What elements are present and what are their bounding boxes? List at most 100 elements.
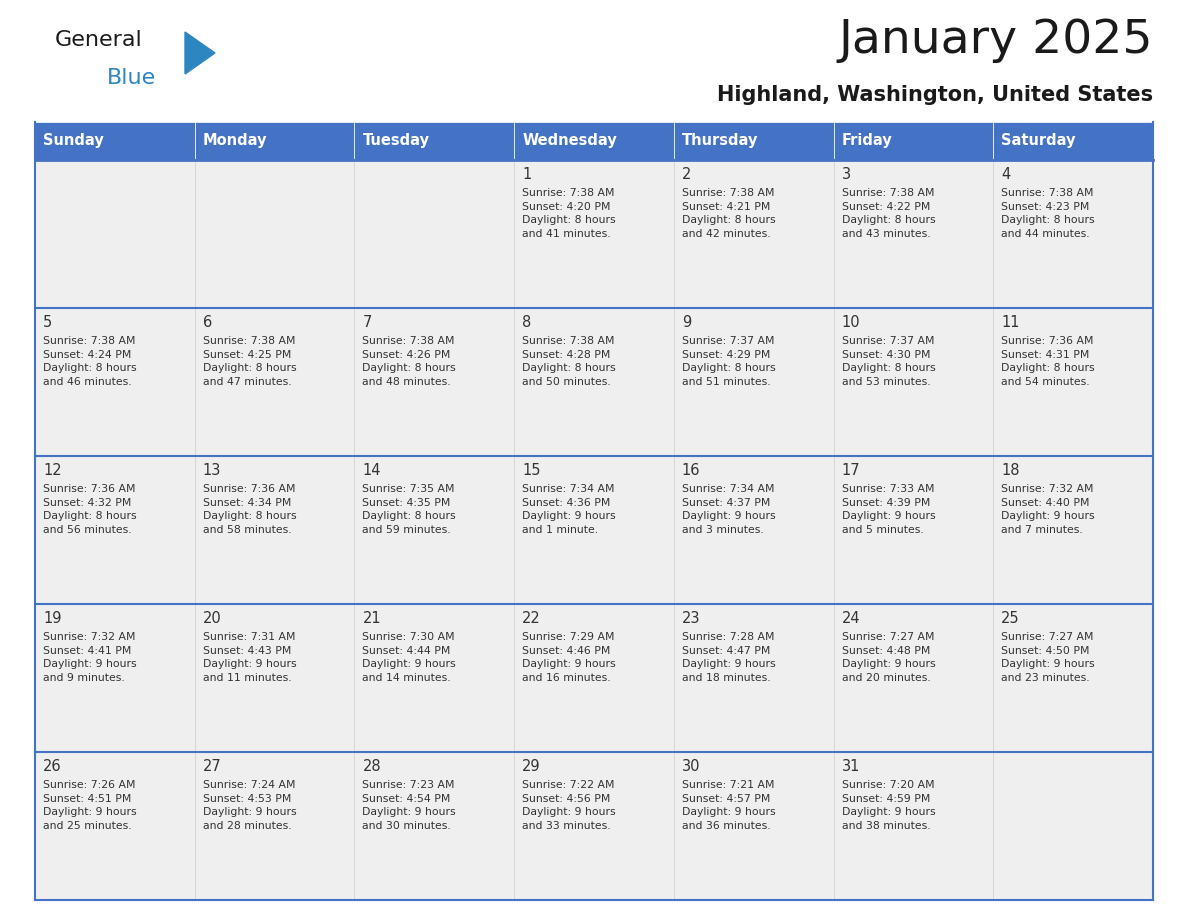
Text: 3: 3 bbox=[841, 167, 851, 182]
Bar bbox=[34, 604, 195, 752]
Bar bbox=[834, 752, 993, 900]
Text: Sunrise: 7:38 AM
Sunset: 4:23 PM
Daylight: 8 hours
and 44 minutes.: Sunrise: 7:38 AM Sunset: 4:23 PM Dayligh… bbox=[1001, 188, 1095, 239]
Text: 15: 15 bbox=[523, 463, 541, 478]
Text: 23: 23 bbox=[682, 611, 701, 626]
Text: Sunrise: 7:38 AM
Sunset: 4:22 PM
Daylight: 8 hours
and 43 minutes.: Sunrise: 7:38 AM Sunset: 4:22 PM Dayligh… bbox=[841, 188, 935, 239]
Text: Tuesday: Tuesday bbox=[362, 133, 429, 149]
Text: Highland, Washington, United States: Highland, Washington, United States bbox=[716, 85, 1154, 105]
Text: 26: 26 bbox=[43, 759, 62, 774]
Text: January 2025: January 2025 bbox=[839, 18, 1154, 63]
Bar bbox=[195, 456, 354, 604]
Text: 5: 5 bbox=[43, 315, 52, 330]
Bar bbox=[195, 604, 354, 752]
Bar bbox=[195, 160, 354, 308]
Text: Sunrise: 7:38 AM
Sunset: 4:25 PM
Daylight: 8 hours
and 47 minutes.: Sunrise: 7:38 AM Sunset: 4:25 PM Dayligh… bbox=[203, 336, 296, 386]
Bar bbox=[34, 308, 195, 456]
Bar bbox=[674, 752, 834, 900]
Text: 4: 4 bbox=[1001, 167, 1011, 182]
Text: Sunrise: 7:24 AM
Sunset: 4:53 PM
Daylight: 9 hours
and 28 minutes.: Sunrise: 7:24 AM Sunset: 4:53 PM Dayligh… bbox=[203, 780, 296, 831]
Text: 16: 16 bbox=[682, 463, 701, 478]
Text: 28: 28 bbox=[362, 759, 381, 774]
Bar bbox=[354, 308, 514, 456]
Text: 27: 27 bbox=[203, 759, 221, 774]
Text: 12: 12 bbox=[43, 463, 62, 478]
Text: Sunrise: 7:29 AM
Sunset: 4:46 PM
Daylight: 9 hours
and 16 minutes.: Sunrise: 7:29 AM Sunset: 4:46 PM Dayligh… bbox=[523, 632, 615, 683]
Bar bbox=[834, 456, 993, 604]
Bar bbox=[34, 456, 195, 604]
Bar bbox=[195, 122, 354, 160]
Bar bbox=[993, 456, 1154, 604]
Text: Blue: Blue bbox=[107, 68, 157, 88]
Bar bbox=[674, 308, 834, 456]
Text: 11: 11 bbox=[1001, 315, 1019, 330]
Bar bbox=[834, 122, 993, 160]
Text: Friday: Friday bbox=[841, 133, 892, 149]
Bar bbox=[993, 308, 1154, 456]
Bar bbox=[674, 122, 834, 160]
Text: Wednesday: Wednesday bbox=[523, 133, 617, 149]
Text: 29: 29 bbox=[523, 759, 541, 774]
Text: Sunrise: 7:32 AM
Sunset: 4:41 PM
Daylight: 9 hours
and 9 minutes.: Sunrise: 7:32 AM Sunset: 4:41 PM Dayligh… bbox=[43, 632, 137, 683]
Bar bbox=[514, 160, 674, 308]
Text: 14: 14 bbox=[362, 463, 381, 478]
Text: 10: 10 bbox=[841, 315, 860, 330]
Bar bbox=[34, 160, 195, 308]
Text: 30: 30 bbox=[682, 759, 701, 774]
Bar bbox=[993, 160, 1154, 308]
Bar bbox=[354, 456, 514, 604]
Text: 21: 21 bbox=[362, 611, 381, 626]
Text: Sunrise: 7:30 AM
Sunset: 4:44 PM
Daylight: 9 hours
and 14 minutes.: Sunrise: 7:30 AM Sunset: 4:44 PM Dayligh… bbox=[362, 632, 456, 683]
Bar bbox=[674, 604, 834, 752]
Text: Sunrise: 7:38 AM
Sunset: 4:20 PM
Daylight: 8 hours
and 41 minutes.: Sunrise: 7:38 AM Sunset: 4:20 PM Dayligh… bbox=[523, 188, 615, 239]
Text: Sunrise: 7:38 AM
Sunset: 4:26 PM
Daylight: 8 hours
and 48 minutes.: Sunrise: 7:38 AM Sunset: 4:26 PM Dayligh… bbox=[362, 336, 456, 386]
Bar bbox=[34, 752, 195, 900]
Text: Sunrise: 7:38 AM
Sunset: 4:24 PM
Daylight: 8 hours
and 46 minutes.: Sunrise: 7:38 AM Sunset: 4:24 PM Dayligh… bbox=[43, 336, 137, 386]
Bar bbox=[993, 752, 1154, 900]
Text: 1: 1 bbox=[523, 167, 531, 182]
Text: Sunrise: 7:34 AM
Sunset: 4:36 PM
Daylight: 9 hours
and 1 minute.: Sunrise: 7:34 AM Sunset: 4:36 PM Dayligh… bbox=[523, 484, 615, 535]
Text: Sunrise: 7:36 AM
Sunset: 4:31 PM
Daylight: 8 hours
and 54 minutes.: Sunrise: 7:36 AM Sunset: 4:31 PM Dayligh… bbox=[1001, 336, 1095, 386]
Bar bbox=[354, 122, 514, 160]
Text: Sunrise: 7:37 AM
Sunset: 4:29 PM
Daylight: 8 hours
and 51 minutes.: Sunrise: 7:37 AM Sunset: 4:29 PM Dayligh… bbox=[682, 336, 776, 386]
Text: 7: 7 bbox=[362, 315, 372, 330]
Bar bbox=[514, 604, 674, 752]
Bar bbox=[354, 160, 514, 308]
Text: Monday: Monday bbox=[203, 133, 267, 149]
Text: Sunrise: 7:32 AM
Sunset: 4:40 PM
Daylight: 9 hours
and 7 minutes.: Sunrise: 7:32 AM Sunset: 4:40 PM Dayligh… bbox=[1001, 484, 1095, 535]
Text: Sunrise: 7:35 AM
Sunset: 4:35 PM
Daylight: 8 hours
and 59 minutes.: Sunrise: 7:35 AM Sunset: 4:35 PM Dayligh… bbox=[362, 484, 456, 535]
Bar bbox=[195, 308, 354, 456]
Bar bbox=[514, 752, 674, 900]
Text: Sunrise: 7:22 AM
Sunset: 4:56 PM
Daylight: 9 hours
and 33 minutes.: Sunrise: 7:22 AM Sunset: 4:56 PM Dayligh… bbox=[523, 780, 615, 831]
Text: 24: 24 bbox=[841, 611, 860, 626]
Bar bbox=[674, 160, 834, 308]
Text: Sunrise: 7:31 AM
Sunset: 4:43 PM
Daylight: 9 hours
and 11 minutes.: Sunrise: 7:31 AM Sunset: 4:43 PM Dayligh… bbox=[203, 632, 296, 683]
Text: 6: 6 bbox=[203, 315, 211, 330]
Bar bbox=[514, 456, 674, 604]
Text: 8: 8 bbox=[523, 315, 531, 330]
Text: Sunrise: 7:27 AM
Sunset: 4:48 PM
Daylight: 9 hours
and 20 minutes.: Sunrise: 7:27 AM Sunset: 4:48 PM Dayligh… bbox=[841, 632, 935, 683]
Text: Sunday: Sunday bbox=[43, 133, 103, 149]
Bar bbox=[195, 752, 354, 900]
Text: 17: 17 bbox=[841, 463, 860, 478]
Bar bbox=[34, 122, 195, 160]
Bar bbox=[354, 604, 514, 752]
Text: Sunrise: 7:27 AM
Sunset: 4:50 PM
Daylight: 9 hours
and 23 minutes.: Sunrise: 7:27 AM Sunset: 4:50 PM Dayligh… bbox=[1001, 632, 1095, 683]
Text: General: General bbox=[55, 30, 143, 50]
Text: Sunrise: 7:38 AM
Sunset: 4:28 PM
Daylight: 8 hours
and 50 minutes.: Sunrise: 7:38 AM Sunset: 4:28 PM Dayligh… bbox=[523, 336, 615, 386]
Text: Sunrise: 7:23 AM
Sunset: 4:54 PM
Daylight: 9 hours
and 30 minutes.: Sunrise: 7:23 AM Sunset: 4:54 PM Dayligh… bbox=[362, 780, 456, 831]
Bar bbox=[674, 456, 834, 604]
Text: Sunrise: 7:37 AM
Sunset: 4:30 PM
Daylight: 8 hours
and 53 minutes.: Sunrise: 7:37 AM Sunset: 4:30 PM Dayligh… bbox=[841, 336, 935, 386]
Text: 25: 25 bbox=[1001, 611, 1020, 626]
Text: Sunrise: 7:36 AM
Sunset: 4:34 PM
Daylight: 8 hours
and 58 minutes.: Sunrise: 7:36 AM Sunset: 4:34 PM Dayligh… bbox=[203, 484, 296, 535]
Bar bbox=[834, 604, 993, 752]
Text: Sunrise: 7:36 AM
Sunset: 4:32 PM
Daylight: 8 hours
and 56 minutes.: Sunrise: 7:36 AM Sunset: 4:32 PM Dayligh… bbox=[43, 484, 137, 535]
Text: Thursday: Thursday bbox=[682, 133, 758, 149]
Text: 20: 20 bbox=[203, 611, 221, 626]
Text: 31: 31 bbox=[841, 759, 860, 774]
Bar bbox=[834, 160, 993, 308]
Bar bbox=[993, 604, 1154, 752]
Text: Sunrise: 7:20 AM
Sunset: 4:59 PM
Daylight: 9 hours
and 38 minutes.: Sunrise: 7:20 AM Sunset: 4:59 PM Dayligh… bbox=[841, 780, 935, 831]
Polygon shape bbox=[185, 32, 215, 74]
Text: 18: 18 bbox=[1001, 463, 1019, 478]
Text: 9: 9 bbox=[682, 315, 691, 330]
